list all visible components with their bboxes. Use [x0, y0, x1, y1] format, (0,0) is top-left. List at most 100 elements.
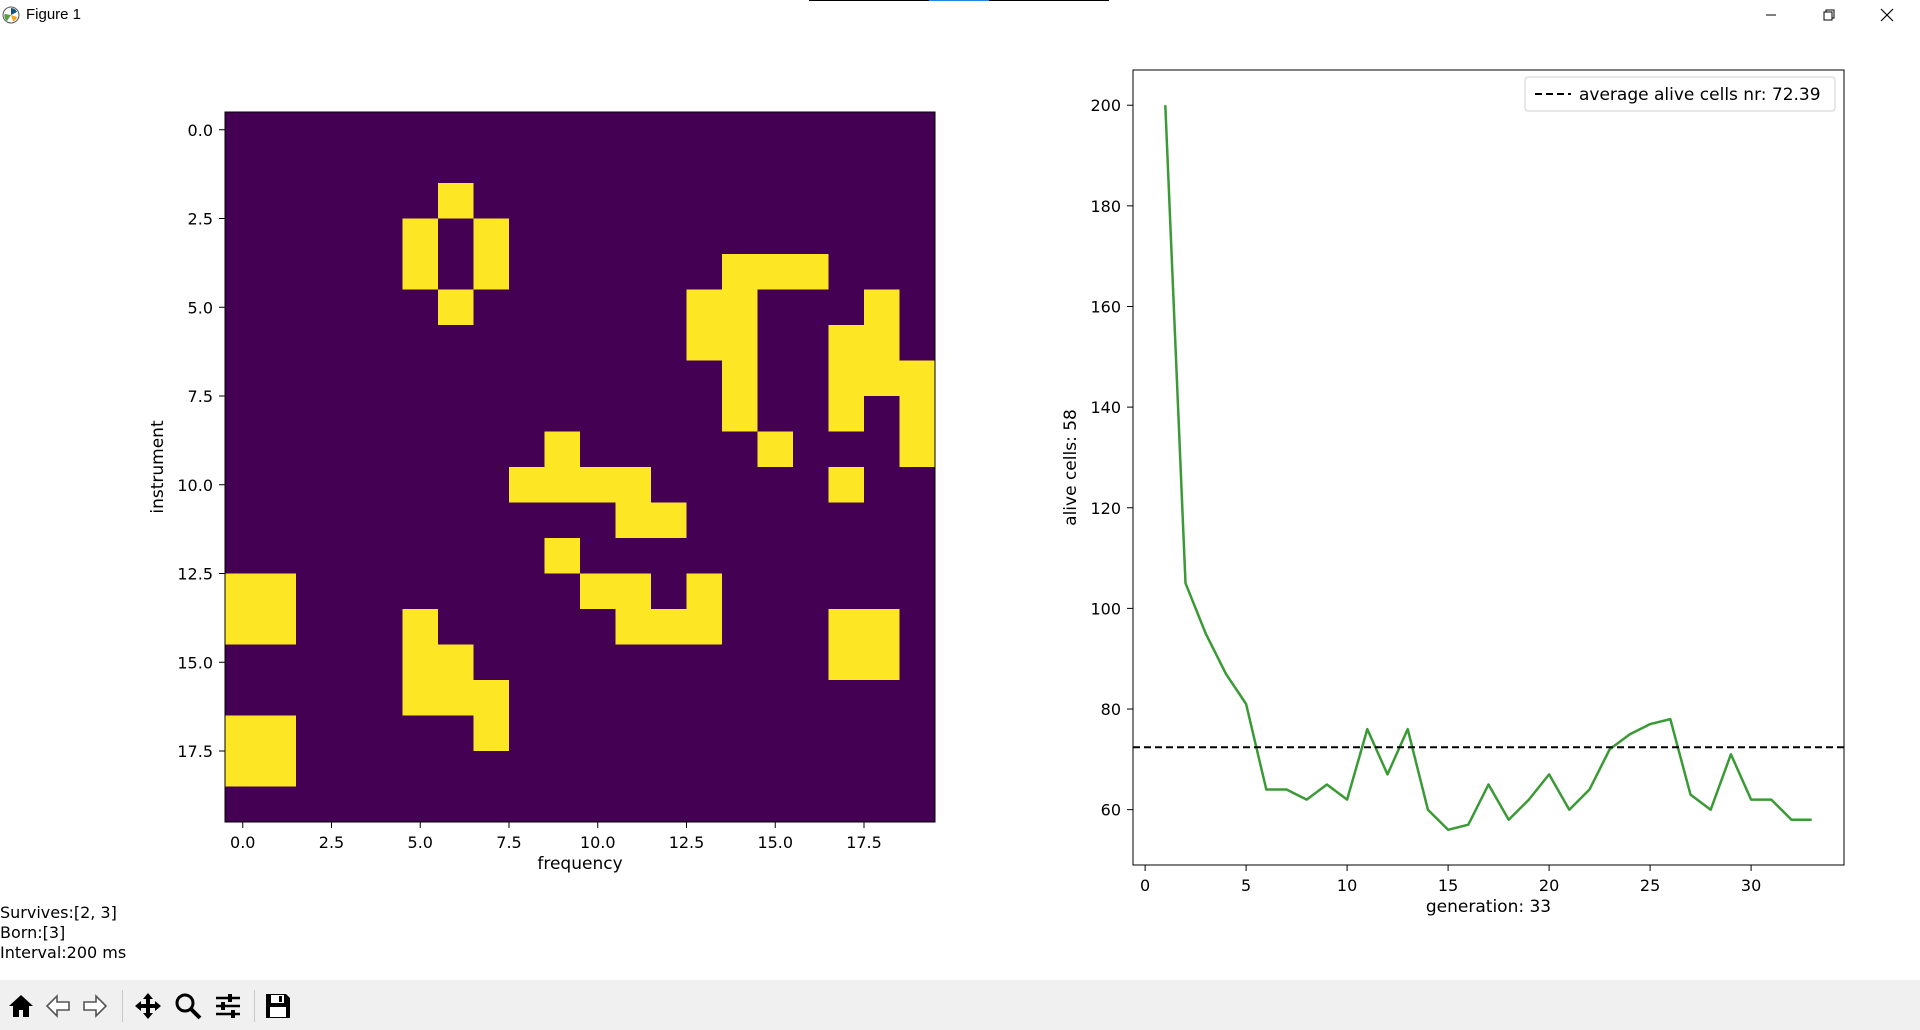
line-chart-series — [1133, 105, 1844, 832]
toolbar-separator — [122, 990, 123, 1022]
zoom-button[interactable] — [170, 988, 206, 1024]
heatmap-cell — [225, 644, 261, 681]
heatmap-cell — [402, 147, 439, 184]
legend-label-average: average alive cells nr: 72.39 — [1579, 85, 1821, 105]
heatmap-cell — [438, 715, 474, 752]
line-chart-x-tick-label: 30 — [1741, 876, 1761, 895]
back-button[interactable] — [40, 988, 76, 1024]
heatmap-cell — [828, 786, 865, 823]
heatmap-cell — [367, 396, 403, 432]
heatmap-cell — [651, 680, 687, 716]
home-button[interactable] — [3, 988, 39, 1024]
heatmap-cell — [402, 751, 439, 787]
heatmap-cell — [651, 183, 687, 219]
heatmap-cell — [544, 183, 581, 219]
heatmap-cell — [864, 396, 900, 432]
heatmap-cell — [828, 218, 865, 255]
heatmap-cell — [225, 431, 261, 468]
heatmap-cell — [828, 183, 865, 219]
heatmap-cell — [225, 467, 261, 503]
heatmap-cell — [509, 360, 545, 397]
line-chart-axes: 0 5 10 15 20 25 30 60 80 100 120 140 160 180 200 gene… — [1061, 69, 1845, 917]
heatmap-cell — [473, 609, 510, 645]
heatmap-cell — [757, 112, 794, 148]
heatmap-cell — [544, 396, 581, 432]
configure-subplots-button[interactable] — [210, 988, 246, 1024]
heatmap-cell — [367, 467, 403, 503]
heatmap-cell — [864, 715, 900, 752]
line-chart-y-tick-label: 60 — [1101, 801, 1121, 820]
heatmap-cell — [757, 467, 794, 503]
close-button[interactable] — [1864, 0, 1910, 30]
minimize-button[interactable] — [1748, 0, 1794, 30]
heatmap-cell — [225, 396, 261, 432]
heatmap-cell — [651, 609, 687, 645]
heatmap-cell — [651, 254, 687, 290]
heatmap-cell — [367, 360, 403, 397]
heatmap-cell — [828, 644, 865, 681]
heatmap-cell — [367, 573, 403, 610]
heatmap-cell — [296, 183, 332, 219]
heatmap-cell — [686, 573, 723, 610]
heatmap-cell — [260, 715, 297, 752]
heatmap-cell — [473, 289, 510, 326]
pan-icon — [135, 993, 161, 1019]
heatmap-x-tick-label: 15.0 — [757, 833, 793, 852]
heatmap-cell — [864, 467, 900, 503]
heatmap-cell — [864, 502, 900, 539]
heatmap-cell — [544, 254, 581, 290]
heatmap-cell — [686, 431, 723, 468]
heatmap-cell — [402, 644, 439, 681]
heatmap-cell — [225, 218, 261, 255]
heatmap-cell — [651, 715, 687, 752]
heatmap-cell — [651, 396, 687, 432]
heatmap-cell — [899, 786, 936, 823]
line-chart-y-label: alive cells: 58 — [1061, 409, 1081, 526]
heatmap-cell — [260, 431, 297, 468]
heatmap-cell — [615, 289, 652, 326]
heatmap-cell — [864, 538, 900, 574]
heatmap-cell — [615, 431, 652, 468]
heatmap-cell — [899, 538, 936, 574]
back-arrow-icon — [45, 994, 70, 1018]
line-chart-x-label: generation: 33 — [1426, 897, 1551, 917]
heatmap-cell — [296, 786, 332, 823]
heatmap-cell — [473, 325, 510, 361]
heatmap-cell — [615, 538, 652, 574]
heatmap-cell — [260, 254, 297, 290]
heatmap-cell — [473, 786, 510, 823]
heatmap-cell — [367, 715, 403, 752]
heatmap-cell — [864, 289, 900, 326]
heatmap-cell — [828, 680, 865, 716]
heatmap-cell — [757, 680, 794, 716]
heatmap-cell — [899, 680, 936, 716]
heatmap-cell — [828, 609, 865, 645]
heatmap-cell — [367, 112, 403, 148]
heatmap-cell — [331, 325, 368, 361]
heatmap-cell — [864, 786, 900, 823]
heatmap-cell — [473, 147, 510, 184]
heatmap-x-tick-label: 7.5 — [496, 833, 521, 852]
heatmap-cell — [651, 112, 687, 148]
heatmap-cell — [793, 573, 829, 610]
heatmap-cell — [757, 289, 794, 326]
heatmap-cell — [757, 147, 794, 184]
heatmap-cell — [367, 786, 403, 823]
heatmap-cell — [864, 218, 900, 255]
forward-button[interactable] — [77, 988, 113, 1024]
heatmap-cell — [402, 360, 439, 397]
heatmap-cell — [899, 325, 936, 361]
restore-button[interactable] — [1806, 0, 1852, 30]
heatmap-cell — [296, 609, 332, 645]
heatmap-cell — [651, 644, 687, 681]
pan-button[interactable] — [130, 988, 166, 1024]
save-button[interactable] — [260, 988, 296, 1024]
heatmap-cell — [615, 680, 652, 716]
heatmap-cell — [899, 360, 936, 397]
heatmap-y-tick-label: 2.5 — [188, 210, 213, 229]
heatmap-cell — [651, 147, 687, 184]
heatmap-cell — [686, 254, 723, 290]
heatmap-cell — [402, 502, 439, 539]
heatmap-cell — [793, 147, 829, 184]
heatmap-cell — [757, 502, 794, 539]
